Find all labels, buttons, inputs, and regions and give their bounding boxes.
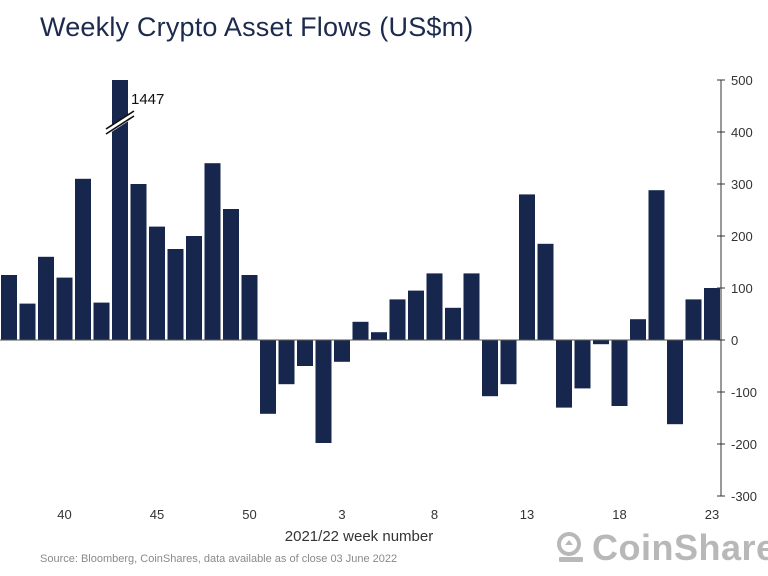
bar-week-12 [500, 340, 517, 385]
bar-week-20 [648, 190, 665, 340]
y-tick-label: 300 [731, 177, 753, 192]
x-tick-label: 23 [705, 507, 719, 522]
bar-week-10 [463, 273, 480, 340]
y-tick-label: -200 [731, 437, 757, 452]
bar-week-13 [519, 194, 535, 340]
x-tick-label: 18 [612, 507, 626, 522]
x-tick-label: 8 [431, 507, 438, 522]
bar-week-7 [408, 290, 424, 340]
y-tick-label: 100 [731, 281, 753, 296]
bar-week-16 [574, 340, 591, 389]
chart-title: Weekly Crypto Asset Flows (US$m) [40, 12, 474, 42]
brand-logo: CoinShares [556, 527, 768, 569]
bar-week-14 [537, 243, 554, 340]
bar-week-18 [611, 340, 628, 406]
bar-week-43 [112, 80, 128, 340]
bar-week-45 [149, 226, 165, 340]
bar-week-47 [186, 236, 202, 340]
bar-week-42 [93, 302, 110, 340]
bar-week-5 [371, 332, 387, 340]
bar-week-4 [352, 321, 369, 340]
bar-week-17 [593, 340, 609, 345]
bar-week-23 [704, 288, 720, 340]
coinshares-logo-icon [557, 532, 583, 562]
axis-break-gap [104, 111, 136, 135]
bar-week-44 [130, 184, 147, 340]
x-tick-label: 45 [150, 507, 164, 522]
y-tick-label: 500 [731, 73, 753, 88]
y-tick-label: 200 [731, 229, 753, 244]
bar-week-37 [1, 275, 17, 340]
axis-break-line [105, 110, 135, 130]
bar-week-8 [426, 273, 443, 340]
bar-week-51 [260, 340, 276, 414]
bar-week-19 [630, 319, 646, 340]
bar-week-2 [315, 340, 332, 443]
bar-week-11 [482, 340, 498, 397]
bar-week-39 [38, 256, 54, 340]
bar-week-22 [685, 299, 702, 340]
brand-name: CoinShares [592, 527, 768, 568]
y-tick-label: 0 [731, 333, 738, 348]
bar-week-41 [75, 178, 91, 340]
bar-week-48 [204, 163, 221, 340]
x-tick-label: 40 [57, 507, 71, 522]
source-note: Source: Bloomberg, CoinShares, data avai… [40, 553, 398, 565]
bar-week-1 [297, 340, 313, 366]
bar-week-6 [389, 299, 406, 340]
bar-week-38 [19, 303, 36, 340]
bar-week-50 [241, 275, 258, 340]
y-tick-label: -100 [731, 385, 757, 400]
bar-week-40 [56, 277, 73, 340]
x-axis-label: 2021/22 week number [285, 528, 433, 545]
bar-week-9 [445, 307, 461, 340]
annotation-label: 1447 [131, 91, 164, 108]
bar-week-52 [278, 340, 295, 385]
x-tick-label: 3 [338, 507, 345, 522]
x-tick-label: 50 [242, 507, 256, 522]
bar-week-3 [334, 340, 350, 362]
bar-week-15 [556, 340, 572, 408]
bar-week-21 [667, 340, 683, 425]
bar-week-49 [223, 209, 239, 340]
x-tick-label: 13 [520, 507, 534, 522]
axis-break-line [105, 115, 135, 135]
y-tick-label: 400 [731, 125, 753, 140]
y-tick-label: -300 [731, 489, 757, 504]
bar-week-46 [167, 249, 184, 340]
